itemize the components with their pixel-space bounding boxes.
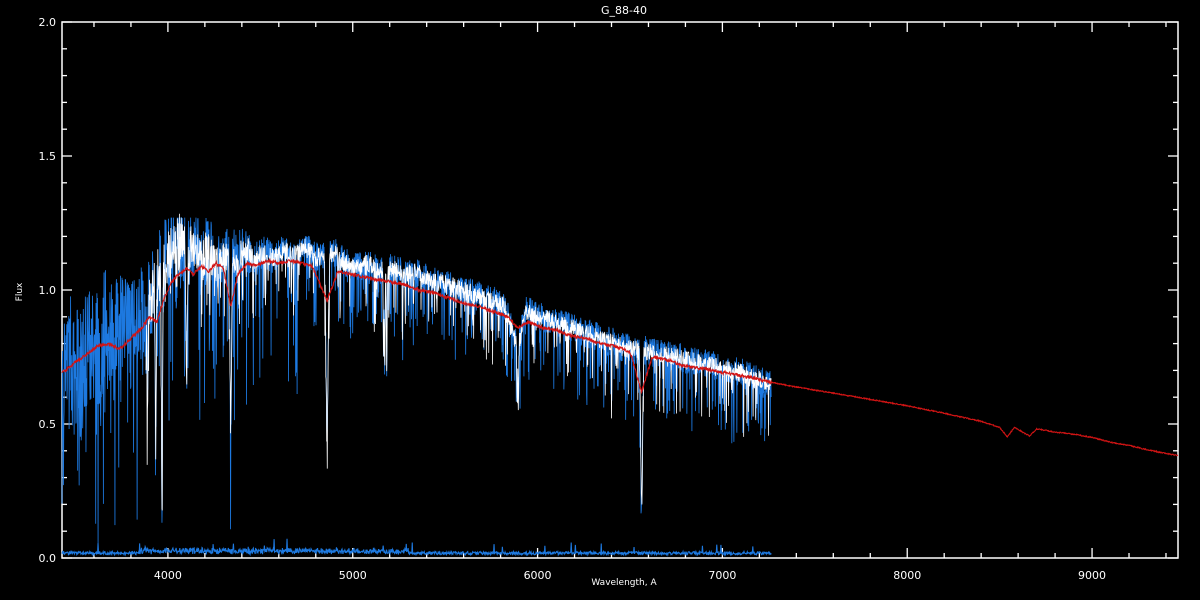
tick-label: 4000 (154, 569, 182, 582)
tick-label: 1.0 (39, 284, 57, 297)
series-model-fit (61, 257, 1179, 457)
tick-label: 9000 (1078, 569, 1106, 582)
tick-label: 8000 (893, 569, 921, 582)
plot-title: G_88-40 (601, 4, 647, 17)
series-error-spectrum (61, 538, 772, 557)
tick-label: 7000 (708, 569, 736, 582)
tick-label: 1.5 (39, 150, 57, 163)
data-series-layer (61, 213, 1179, 557)
tick-label: 5000 (339, 569, 367, 582)
tick-label: 0.5 (39, 418, 57, 431)
tick-label: 2.0 (39, 16, 57, 29)
series-observed-smoothed (145, 213, 772, 511)
y-axis-label: Flux (15, 282, 25, 301)
x-axis-label: Wavelength, A (591, 578, 657, 588)
axis-tick-labels: 4000 5000 6000 7000 8000 9000 0.0 0.5 1.0 1.5 2.0 (39, 16, 1107, 582)
axis-ticks (62, 21, 1178, 559)
tick-label: 6000 (524, 569, 552, 582)
tick-label: 0.0 (39, 552, 57, 565)
